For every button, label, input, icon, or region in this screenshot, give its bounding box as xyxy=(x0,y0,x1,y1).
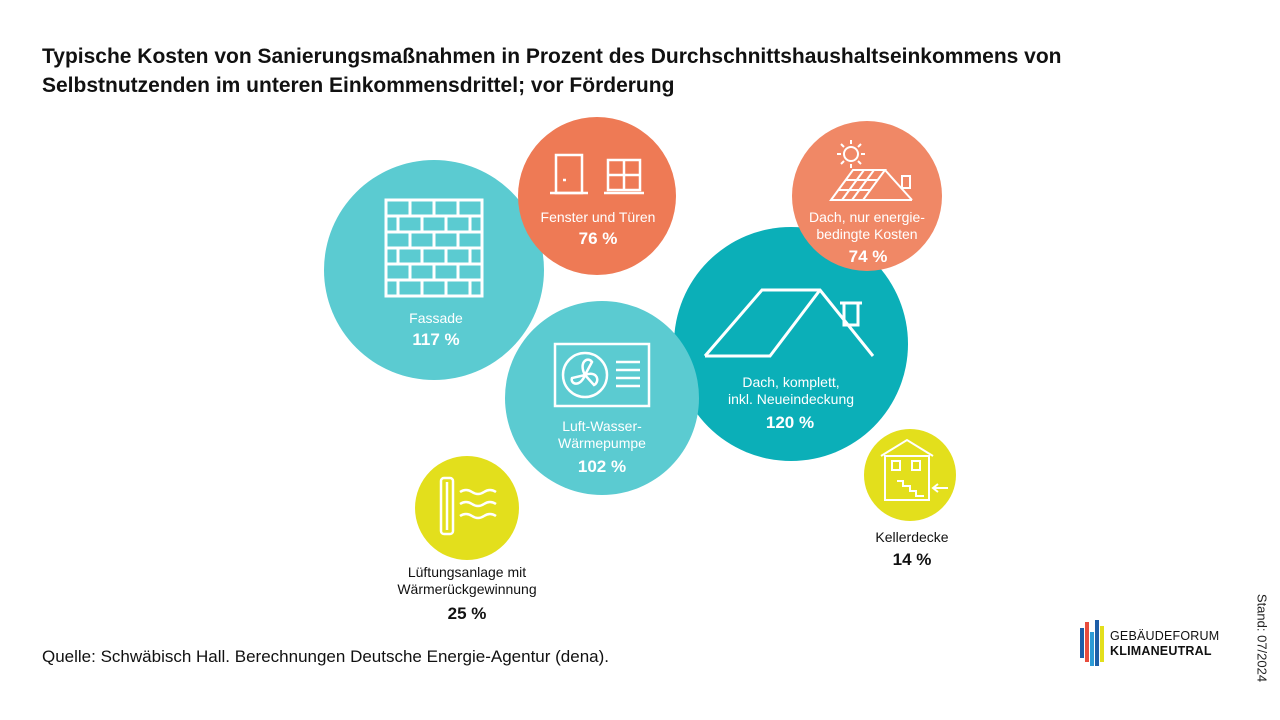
bubble-fenster-tueren-circle xyxy=(518,117,676,275)
basement-house-icon xyxy=(880,438,948,501)
bubble-kellerdecke-value: 14 % xyxy=(893,550,932,569)
bubble-lueftungsanlage-label-2: Wärmerückgewinnung xyxy=(397,581,536,597)
bubble-fenster-tueren-label: Fenster und Türen xyxy=(541,209,656,225)
bubble-lueftungsanlage-value: 25 % xyxy=(448,604,487,623)
bubble-fassade: Fassade 117 % xyxy=(324,160,544,380)
bubble-dach-komplett-circle xyxy=(674,227,908,461)
logo-line1: GEBÄUDEFORUM xyxy=(1110,629,1220,643)
logo-line2: KLIMANEUTRAL xyxy=(1110,644,1212,658)
bubble-dach-komplett-label-1: Dach, komplett, xyxy=(742,374,839,390)
bubble-kellerdecke-label: Kellerdecke xyxy=(875,529,948,545)
bubble-fassade-value: 117 % xyxy=(412,330,459,349)
bubble-dach-komplett: Dach, komplett, inkl. Neueindeckung 120 … xyxy=(674,227,908,461)
bubble-dach-energie-label-2: bedingte Kosten xyxy=(816,226,917,242)
stand-date: Stand: 07/2024 xyxy=(1254,593,1270,683)
logo: GEBÄUDEFORUM KLIMANEUTRAL xyxy=(1080,618,1220,670)
bubble-waermepumpe: Luft-Wasser- Wärmepumpe 102 % xyxy=(505,301,699,495)
ventilation-icon xyxy=(439,476,497,536)
bubble-dach-komplett-value: 120 % xyxy=(766,413,814,432)
logo-text: GEBÄUDEFORUM KLIMANEUTRAL xyxy=(1110,629,1219,659)
bubble-fassade-label: Fassade xyxy=(409,310,463,326)
roof-icon xyxy=(703,288,875,358)
bubble-dach-energie-value: 74 % xyxy=(849,247,888,266)
bubble-waermepumpe-label-1: Luft-Wasser- xyxy=(562,418,642,434)
source-note: Quelle: Schwäbisch Hall. Berechnungen De… xyxy=(42,647,609,666)
heat-pump-icon xyxy=(553,342,651,408)
bubble-dach-energie-label-1: Dach, nur energie- xyxy=(809,209,925,225)
door-window-icon xyxy=(550,153,644,195)
bubble-kellerdecke: Kellerdecke 14 % xyxy=(864,429,956,569)
bubble-dach-energie: Dach, nur energie- bedingte Kosten 74 % xyxy=(792,121,942,271)
bubble-waermepumpe-circle xyxy=(505,301,699,495)
bubble-waermepumpe-value: 102 % xyxy=(578,457,626,476)
chart-title: Typische Kosten von Sanierungsmaßnahmen … xyxy=(42,45,1062,97)
bubble-lueftungsanlage-label-1: Lüftungsanlage mit xyxy=(408,564,526,580)
bubble-waermepumpe-label-2: Wärmepumpe xyxy=(558,435,646,451)
solar-roof-icon xyxy=(829,140,913,201)
bubble-lueftungsanlage: Lüftungsanlage mit Wärmerückgewinnung 25… xyxy=(397,456,537,623)
bubble-fenster-tueren-value: 76 % xyxy=(579,229,618,248)
bubble-lueftungsanlage-circle xyxy=(415,456,519,560)
brick-wall-icon xyxy=(384,198,484,298)
bubble-dach-komplett-label-2: inkl. Neueindeckung xyxy=(728,391,854,407)
logo-bars-icon xyxy=(1080,620,1104,666)
bubble-fenster-tueren: Fenster und Türen 76 % xyxy=(518,117,676,275)
